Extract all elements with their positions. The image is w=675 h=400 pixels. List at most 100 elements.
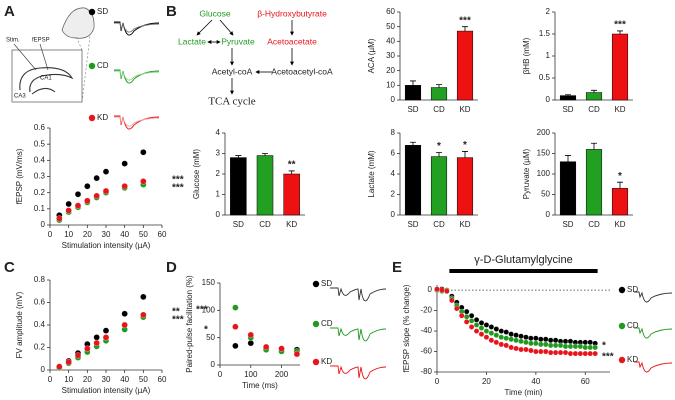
x-tick-label: KD — [459, 105, 470, 114]
y-tick-label: 0 — [428, 285, 433, 294]
data-point — [293, 350, 301, 358]
application-bar — [449, 269, 598, 273]
x-tick-label: 0 — [435, 377, 440, 386]
data-point — [444, 288, 450, 294]
data-point — [577, 350, 584, 357]
x-axis-label: Time (ms) — [242, 381, 278, 390]
y-tick-label: -20 — [420, 306, 432, 315]
y-tick-label: 0 — [211, 360, 216, 369]
data-point — [84, 197, 91, 204]
panel-letter: E — [392, 259, 402, 276]
data-point — [263, 343, 270, 351]
metabolite: β-Hydroxybutyrate — [257, 8, 327, 18]
bar — [256, 155, 274, 216]
data-point — [513, 345, 519, 352]
y-tick-label: 3 — [216, 149, 221, 158]
data-point — [483, 322, 490, 328]
error-bar — [410, 141, 416, 146]
data-point — [468, 318, 475, 324]
error-bar — [565, 155, 571, 162]
data-point — [572, 343, 579, 350]
data-point — [468, 324, 475, 330]
significance: * — [437, 141, 441, 152]
y-axis-label: fEPSP slope (% change) — [402, 284, 411, 372]
trace — [633, 327, 673, 339]
legend-swatch — [618, 286, 626, 294]
y-axis-label: Paired-pulse facilitation (%) — [185, 275, 194, 373]
data-point — [140, 293, 147, 301]
data-point — [592, 350, 598, 357]
x-tick-label: CD — [588, 105, 600, 114]
data-point — [463, 319, 470, 325]
data-point — [463, 308, 470, 315]
bar — [559, 95, 577, 101]
data-point — [468, 312, 475, 319]
legend-swatch — [312, 320, 320, 328]
data-point — [567, 338, 574, 345]
y-tick-label: 4 — [216, 128, 221, 137]
y-axis-label: Lactate (mM) — [367, 150, 376, 197]
error-bar — [462, 151, 468, 158]
y-tick-label: 60 — [386, 7, 395, 16]
data-point — [528, 335, 534, 341]
y-tick-label: 100 — [202, 305, 216, 314]
y-tick-label: -80 — [420, 367, 432, 376]
legend-label: SD — [97, 7, 108, 16]
data-point — [478, 331, 485, 337]
metabolite: Glucose — [199, 8, 230, 18]
data-point — [247, 339, 254, 347]
x-tick-label: 10 — [64, 375, 73, 384]
y-tick-label: 150 — [537, 149, 551, 158]
x-tick-label: 0 — [48, 375, 53, 384]
data-point — [498, 341, 505, 348]
legend-label: SD — [321, 279, 332, 288]
y-axis-label: ACA (µM) — [367, 38, 376, 73]
data-point — [140, 149, 147, 156]
data-point — [572, 350, 579, 357]
y-tick-label: 100 — [537, 169, 551, 178]
data-point — [547, 349, 554, 356]
y-tick-label: 6 — [391, 149, 396, 158]
data-point — [102, 187, 110, 195]
metabolite: Pyruvate — [221, 36, 255, 46]
data-point — [483, 328, 490, 334]
pathway-diagram: Glucose β-Hydroxybutyrate Lactate Pyruva… — [178, 8, 333, 107]
x-tick-label: 30 — [102, 375, 111, 384]
legend-label: CD — [97, 61, 109, 70]
y-tick-label: 0.3 — [34, 172, 46, 181]
data-point — [488, 330, 495, 336]
data-point — [557, 342, 564, 349]
panel-letter: B — [166, 3, 177, 20]
y-tick-label: 40 — [386, 36, 395, 45]
data-point — [232, 304, 239, 311]
data-point — [552, 337, 559, 344]
y-tick-label: 0.2 — [34, 188, 46, 197]
y-tick-label: 0.1 — [34, 204, 46, 213]
bar — [456, 157, 474, 216]
significance: *** — [196, 305, 208, 316]
legend-label: KD — [321, 357, 332, 366]
x-tick-label: CD — [433, 220, 445, 229]
data-point — [84, 183, 91, 190]
data-point — [473, 328, 480, 334]
significance: * — [602, 341, 606, 352]
data-point — [508, 336, 514, 342]
data-point — [488, 337, 495, 344]
legend-swatch — [618, 322, 626, 330]
x-tick-label: CD — [259, 220, 271, 229]
error-bar — [235, 155, 242, 158]
y-tick-label: 200 — [537, 128, 551, 137]
data-point — [592, 344, 598, 351]
x-tick-label: 10 — [64, 230, 73, 239]
data-point — [439, 287, 445, 293]
data-point — [498, 328, 505, 334]
bar — [230, 157, 247, 216]
x-tick-label: 20 — [83, 375, 92, 384]
y-tick-label: 50 — [206, 333, 215, 342]
metabolite: Acetoacetate — [267, 36, 317, 46]
significance: *** — [172, 183, 184, 194]
y-tick-label: -60 — [420, 347, 432, 356]
data-point — [542, 341, 549, 348]
data-point — [93, 192, 100, 200]
significance: *** — [172, 315, 184, 326]
